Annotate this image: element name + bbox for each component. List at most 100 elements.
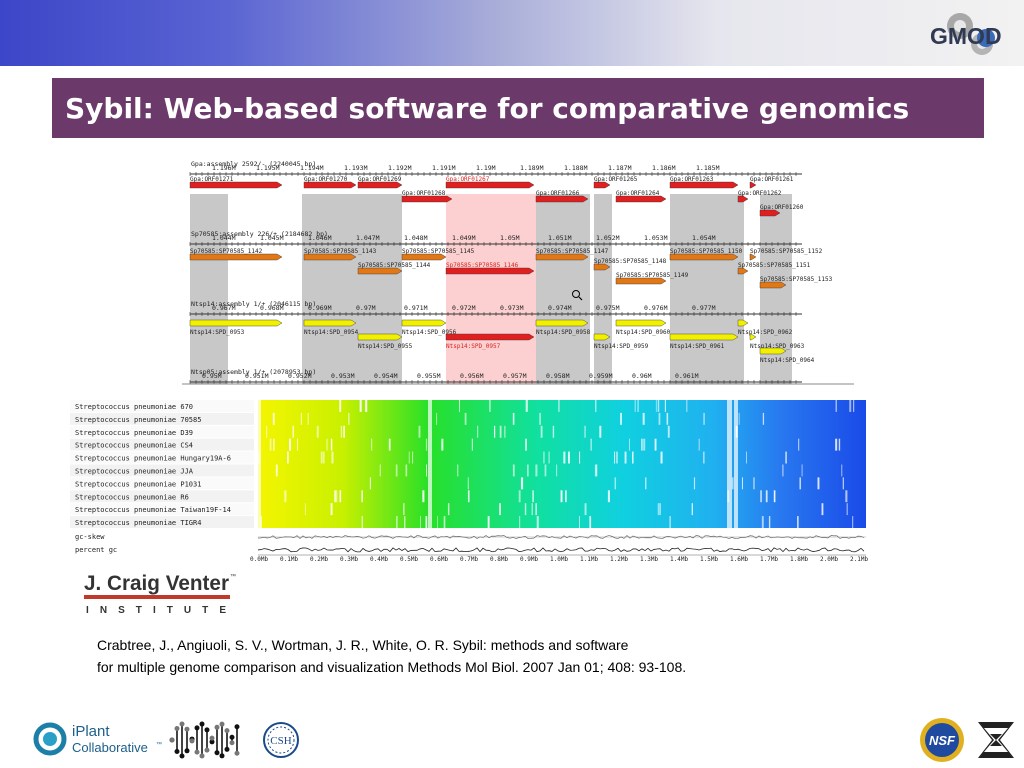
- gene-label[interactable]: Ntsp14:SPD_0956: [402, 329, 457, 336]
- tick-label: 1.188M: [564, 164, 588, 172]
- zoom-icon[interactable]: [572, 290, 580, 298]
- tick-label: 0.971M: [404, 304, 428, 312]
- gene-arrow[interactable]: [737, 319, 749, 327]
- gene-label[interactable]: Ntsp14:SPD_0958: [536, 329, 591, 336]
- gene-label[interactable]: Ntsp14:SPD_0953: [190, 329, 245, 336]
- strain-row-bg: [70, 477, 254, 490]
- gmod-logo-text: GMOD: [930, 23, 1002, 49]
- gene-label[interactable]: Gpa:ORF01267: [446, 176, 490, 183]
- gene-arrow[interactable]: [357, 333, 403, 341]
- tick-label: 1.047M: [356, 234, 380, 242]
- gene-arrow[interactable]: [401, 195, 453, 203]
- tick-label: 0.975M: [596, 304, 620, 312]
- gene-label[interactable]: Ntsp14:SPD_0959: [594, 343, 649, 350]
- gene-arrow[interactable]: [669, 333, 739, 341]
- gene-arrow[interactable]: [189, 181, 283, 189]
- gene-label[interactable]: Gpa:ORF01262: [738, 190, 782, 197]
- gene-arrow[interactable]: [749, 181, 757, 189]
- tick-label: 0.957M: [503, 372, 527, 380]
- svg-text:™: ™: [156, 741, 162, 748]
- gene-arrow[interactable]: [615, 319, 667, 327]
- genome-heatmap-view: Streptococcus pneumoniae 670 Streptococcu…: [70, 398, 870, 568]
- gene-label[interactable]: Ntsp14:SPD_0955: [358, 343, 413, 350]
- jcvi-institute: I N S T I T U T E: [86, 605, 226, 616]
- strain-row-bg: [70, 490, 254, 503]
- gene-arrow[interactable]: [593, 263, 611, 271]
- gene-arrow[interactable]: [445, 333, 535, 341]
- gene-label[interactable]: Ntsp14:SPD_0957: [446, 343, 501, 350]
- gene-label[interactable]: Sp70585:SP70585_1151: [738, 262, 811, 269]
- gene-arrow[interactable]: [615, 277, 667, 285]
- axis-tick-label: 1.0Mb: [550, 556, 568, 563]
- tick-label: 1.054M: [692, 234, 716, 242]
- tick-label: 0.955M: [417, 372, 441, 380]
- gene-arrow[interactable]: [401, 319, 447, 327]
- gene-label[interactable]: Sp70585:SP70585_1143: [304, 248, 377, 255]
- tick-label: 1.192M: [388, 164, 412, 172]
- gene-label[interactable]: Sp70585:SP70585_1145: [402, 248, 475, 255]
- tick-label: 1.195M: [256, 164, 280, 172]
- gene-arrow[interactable]: [737, 267, 749, 275]
- svg-text:Collaborative: Collaborative: [72, 740, 148, 755]
- gene-arrow[interactable]: [749, 253, 757, 261]
- synteny-block: [358, 194, 402, 384]
- gene-arrow[interactable]: [669, 181, 739, 189]
- gene-arrow[interactable]: [749, 333, 757, 341]
- gene-label[interactable]: Ntsp14:SPD_0954: [304, 329, 359, 336]
- synteny-block: [190, 194, 228, 384]
- gene-label[interactable]: Gpa:ORF01260: [760, 204, 804, 211]
- gene-label[interactable]: Ntsp14:SPD_0963: [750, 343, 805, 350]
- gene-label[interactable]: Sp70585:SP70585_1142: [190, 248, 263, 255]
- gene-label[interactable]: Sp70585:SP70585_1153: [760, 276, 833, 283]
- gene-label[interactable]: Ntsp14:SPD_0962: [738, 329, 793, 336]
- gene-arrow[interactable]: [669, 253, 739, 261]
- gene-label[interactable]: Gpa:ORF01261: [750, 176, 794, 183]
- gene-arrow[interactable]: [445, 267, 535, 275]
- gene-label[interactable]: Sp70585:SP70585_1152: [750, 248, 823, 255]
- gene-label[interactable]: Gpa:ORF01264: [616, 190, 660, 197]
- gene-arrow[interactable]: [593, 333, 611, 341]
- gene-arrow[interactable]: [357, 267, 403, 275]
- gene-label[interactable]: Ntsp14:SPD_0961: [670, 343, 725, 350]
- gene-arrow[interactable]: [303, 253, 357, 261]
- gene-label[interactable]: Gpa:ORF01270: [304, 176, 348, 183]
- gene-arrow[interactable]: [615, 195, 667, 203]
- gene-arrow[interactable]: [189, 319, 283, 327]
- gene-arrow[interactable]: [303, 319, 357, 327]
- strain-label: Streptococcus pneumoniae 70585: [75, 416, 201, 424]
- axis-tick-label: 0.7Mb: [460, 556, 478, 563]
- gene-label[interactable]: Sp70585:SP70585_1148: [594, 258, 667, 265]
- tick-label: 1.052M: [596, 234, 620, 242]
- gene-arrow[interactable]: [535, 319, 589, 327]
- partner-logo: [978, 722, 1014, 758]
- gene-arrow[interactable]: [189, 253, 283, 261]
- jcvi-logo: J. Craig Venter ™ I N S T I T U T E: [84, 572, 236, 616]
- tick-label: 0.969M: [308, 304, 332, 312]
- gene-label[interactable]: Sp70585:SP70585_1146: [446, 262, 519, 269]
- gene-label[interactable]: Gpa:ORF01269: [358, 176, 402, 183]
- gene-arrow[interactable]: [593, 181, 611, 189]
- gene-arrow[interactable]: [445, 181, 535, 189]
- gene-arrow[interactable]: [535, 253, 589, 261]
- gene-label[interactable]: Gpa:ORF01265: [594, 176, 638, 183]
- gene-label[interactable]: Gpa:ORF01266: [536, 190, 580, 197]
- gene-label[interactable]: Gpa:ORF01268: [402, 190, 446, 197]
- gene-label[interactable]: Ntsp14:SPD_0960: [616, 329, 671, 336]
- gene-label[interactable]: Sp70585:SP70585_1147: [536, 248, 609, 255]
- gene-arrow[interactable]: [357, 181, 403, 189]
- gene-label[interactable]: Sp70585:SP70585_1144: [358, 262, 431, 269]
- gene-label[interactable]: Sp70585:SP70585_1149: [616, 272, 689, 279]
- gene-arrow[interactable]: [759, 347, 787, 355]
- gene-arrow[interactable]: [759, 209, 781, 217]
- gene-label[interactable]: Ntsp14:SPD_0964: [760, 357, 815, 364]
- gene-label[interactable]: Sp70585:SP70585_1150: [670, 248, 743, 255]
- gene-arrow[interactable]: [303, 181, 357, 189]
- gene-arrow[interactable]: [535, 195, 589, 203]
- gene-arrow[interactable]: [737, 195, 749, 203]
- gene-arrow[interactable]: [401, 253, 447, 261]
- gene-arrow[interactable]: [759, 281, 787, 289]
- axis-tick-label: 0.1Mb: [280, 556, 298, 563]
- gene-label[interactable]: Gpa:ORF01263: [670, 176, 714, 183]
- strain-row-bg: [70, 400, 254, 412]
- gene-label[interactable]: Gpa:ORF01271: [190, 176, 234, 183]
